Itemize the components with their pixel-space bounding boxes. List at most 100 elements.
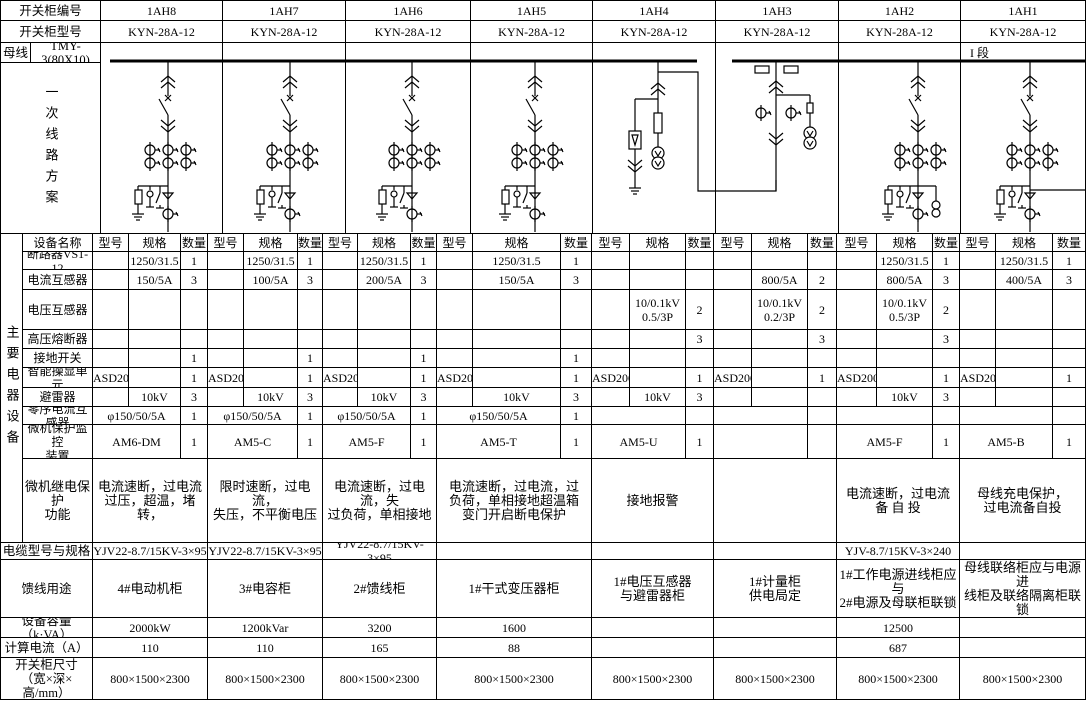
equipment-qty xyxy=(180,329,208,349)
equipment-qty xyxy=(1052,329,1086,349)
equipment-qty xyxy=(685,269,714,290)
equipment-qty: 1 xyxy=(685,367,714,388)
equipment-model xyxy=(92,387,129,407)
feeder-purpose: 母线联络柜应与电源进 线柜及联络隔离柜联锁 xyxy=(959,559,1086,618)
cabinet-size: 800×1500×2300 xyxy=(436,657,592,700)
cabinet-number: 1AH3 xyxy=(715,0,839,21)
equipment-spec: 10kV xyxy=(629,387,686,407)
feeder-purpose: 1#电压互感器 与避雷器柜 xyxy=(591,559,714,618)
col-header-qty: 数量 xyxy=(410,233,437,252)
col-header-type: 型号 xyxy=(713,233,752,252)
scheme-1AH6 xyxy=(376,61,441,232)
equipment-model xyxy=(436,289,473,330)
cable-spec xyxy=(436,542,592,560)
equipment-model xyxy=(959,387,996,407)
equipment-qty xyxy=(1052,289,1086,330)
scheme-cell xyxy=(470,42,593,234)
calculated-current: 687 xyxy=(836,637,960,658)
calculated-current: 88 xyxy=(436,637,592,658)
scheme-cell xyxy=(345,42,471,234)
protection-function: 电流速断，过电流，失 过负荷，单相接地 xyxy=(322,458,437,543)
equipment-model xyxy=(436,348,473,368)
equipment-spec: 10kV xyxy=(876,387,933,407)
equipment-spec: 1250/31.5 xyxy=(128,251,181,270)
equipment-group-label: 主要电器设备 xyxy=(0,233,23,543)
equipment-qty: 1 xyxy=(560,406,592,425)
equipment-qty xyxy=(932,406,960,425)
equipment-name: 接地开关 xyxy=(22,348,93,368)
equipment-capacity: 2000kW xyxy=(92,617,208,638)
cabinet-size: 800×1500×2300 xyxy=(836,657,960,700)
equipment-model xyxy=(713,387,752,407)
equipment-spec xyxy=(995,289,1053,330)
cabinet-model: KYN-28A-12 xyxy=(960,20,1086,43)
equipment-capacity: 1600 xyxy=(436,617,592,638)
equipment-capacity-label: 设备容量（k·VA） xyxy=(0,617,93,638)
equipment-qty: 1 xyxy=(560,251,592,270)
cable-spec xyxy=(713,542,837,560)
equipment-qty xyxy=(685,251,714,270)
equipment-model: ASD200 xyxy=(959,367,996,388)
cable-spec: YJV22-8.7/15KV-3×95 xyxy=(92,542,208,560)
equipment-model xyxy=(207,387,244,407)
equipment-model-spec: AM5-F xyxy=(322,424,411,459)
equipment-qty: 1 xyxy=(685,424,714,459)
equipment-model xyxy=(92,348,129,368)
cabinet-model: KYN-28A-12 xyxy=(470,20,593,43)
equipment-qty: 3 xyxy=(932,269,960,290)
col-header-spec: 规格 xyxy=(876,233,933,252)
equipment-model xyxy=(713,289,752,330)
equipment-model-spec xyxy=(713,406,808,425)
equipment-spec xyxy=(128,348,181,368)
cable-spec xyxy=(959,542,1086,560)
equipment-qty: 1 xyxy=(297,406,323,425)
scheme-1AH7 xyxy=(254,61,319,232)
equipment-qty xyxy=(560,329,592,349)
equipment-qty: 2 xyxy=(807,289,837,330)
equipment-model xyxy=(836,289,877,330)
cabinet-model: KYN-28A-12 xyxy=(838,20,961,43)
equipment-model xyxy=(92,329,129,349)
protection-function xyxy=(713,458,837,543)
equipment-spec xyxy=(751,329,808,349)
equipment-qty: 1 xyxy=(932,367,960,388)
protection-function: 母线充电保护， 过电流备自投 xyxy=(959,458,1086,543)
col-header-type: 型号 xyxy=(836,233,877,252)
scheme-cell xyxy=(222,42,346,234)
cable-spec xyxy=(591,542,714,560)
col-header-qty: 数量 xyxy=(685,233,714,252)
equipment-model-spec: AM5-U xyxy=(591,424,686,459)
equipment-qty: 3 xyxy=(807,329,837,349)
scheme-cell xyxy=(592,42,716,234)
equipment-name: 智能操显单元 xyxy=(22,367,93,388)
equipment-spec xyxy=(876,367,933,388)
equipment-spec xyxy=(995,329,1053,349)
equipment-spec xyxy=(128,289,181,330)
equipment-spec: 150/5A xyxy=(128,269,181,290)
equipment-model-spec xyxy=(959,406,1053,425)
equipment-name: 避雷器 xyxy=(22,387,93,407)
equipment-model xyxy=(959,269,996,290)
equipment-model xyxy=(959,348,996,368)
equipment-capacity: 12500 xyxy=(836,617,960,638)
equipment-spec: 1250/31.5 xyxy=(357,251,411,270)
equipment-name: 微机保护监控 装置 xyxy=(22,424,93,459)
scheme-cell xyxy=(960,42,1086,234)
equipment-spec xyxy=(357,329,411,349)
equipment-name: 电流互感器 xyxy=(22,269,93,290)
equipment-qty xyxy=(685,348,714,368)
equipment-spec xyxy=(472,289,561,330)
equipment-spec xyxy=(876,348,933,368)
equipment-spec xyxy=(472,367,561,388)
equipment-name: 零序电流互感器 xyxy=(22,406,93,425)
equipment-qty xyxy=(1052,387,1086,407)
equipment-qty: 1 xyxy=(410,367,437,388)
equipment-model-spec: AM6-DM xyxy=(92,424,181,459)
equipment-qty: 3 xyxy=(1052,269,1086,290)
equipment-qty: 1 xyxy=(932,424,960,459)
meter-icon xyxy=(783,65,799,74)
equipment-capacity xyxy=(959,617,1086,638)
equipment-model xyxy=(836,348,877,368)
cabinet-number: 1AH5 xyxy=(470,0,593,21)
